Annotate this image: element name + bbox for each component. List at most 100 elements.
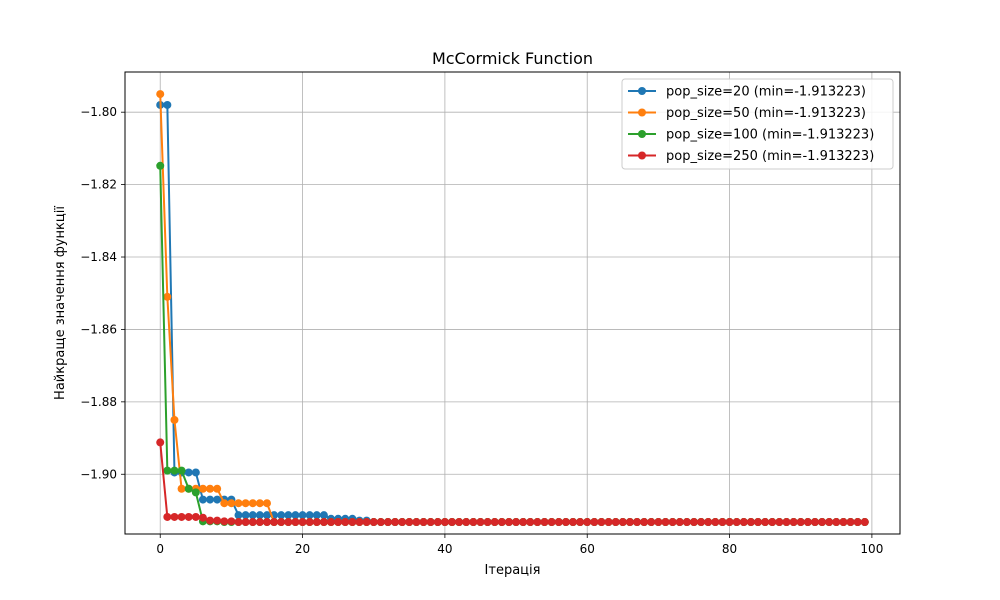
- data-point: [255, 518, 264, 527]
- data-point: [241, 499, 250, 508]
- data-point: [262, 511, 271, 520]
- plot-frame: [124, 71, 901, 535]
- legend-marker: [638, 108, 646, 117]
- legend-marker: [638, 151, 646, 160]
- data-point: [341, 518, 350, 527]
- legend-label: pop_size=50 (min=-1.913223): [666, 106, 866, 121]
- legend-marker: [638, 130, 646, 138]
- axis-ticks: 0 20 40 60 80 100 −1.90 −1.88 −1.86 −1.84 −1.82 −1.…: [80, 105, 883, 556]
- data-point: [540, 518, 549, 527]
- data-point: [177, 484, 186, 493]
- data-point: [526, 518, 535, 527]
- y-axis-label: Найкраще значення функції: [53, 206, 68, 400]
- data-point: [319, 511, 328, 520]
- y-tick-label: −1.86: [80, 322, 117, 336]
- data-point: [312, 511, 321, 520]
- data-point: [184, 468, 193, 477]
- data-point: [568, 518, 577, 527]
- data-point: [284, 511, 293, 520]
- data-point: [198, 495, 207, 504]
- data-point: [262, 518, 271, 527]
- data-point: [213, 516, 222, 525]
- data-point: [483, 518, 492, 527]
- data-point: [547, 518, 556, 527]
- data-point: [754, 518, 763, 527]
- data-point: [170, 512, 179, 521]
- data-point: [633, 518, 642, 527]
- legend-label: pop_size=100 (min=-1.913223): [666, 128, 874, 143]
- data-point: [291, 511, 300, 520]
- data-point: [839, 518, 848, 527]
- data-point: [213, 495, 222, 504]
- data-point: [704, 518, 713, 527]
- data-point: [177, 466, 186, 475]
- data-point: [156, 438, 165, 447]
- data-point: [512, 518, 521, 527]
- data-point: [163, 292, 172, 301]
- series-3: [156, 438, 869, 527]
- data-point: [519, 518, 528, 527]
- data-point: [455, 518, 464, 527]
- data-point: [156, 90, 165, 99]
- y-tick-label: −1.90: [80, 467, 117, 481]
- data-point: [675, 518, 684, 527]
- data-point: [796, 518, 805, 527]
- data-point: [227, 499, 236, 508]
- data-point: [234, 518, 243, 527]
- data-point: [789, 518, 798, 527]
- legend-entry: pop_size=50 (min=-1.913223): [628, 106, 866, 121]
- data-point: [255, 511, 264, 520]
- data-point: [497, 518, 506, 527]
- legend-label: pop_size=20 (min=-1.913223): [666, 85, 866, 100]
- data-point: [291, 518, 300, 527]
- data-point: [618, 518, 627, 527]
- data-point: [163, 512, 172, 521]
- data-point: [462, 518, 471, 527]
- data-point: [383, 518, 392, 527]
- x-tick-label: 80: [722, 542, 737, 556]
- data-point: [440, 518, 449, 527]
- x-tick-label: 20: [295, 542, 310, 556]
- data-point: [697, 518, 706, 527]
- data-point: [334, 518, 343, 527]
- data-point: [825, 518, 834, 527]
- data-point: [298, 518, 307, 527]
- data-point: [640, 518, 649, 527]
- data-point: [241, 511, 250, 520]
- data-point: [554, 518, 563, 527]
- legend-label: pop_size=250 (min=-1.913223): [666, 149, 874, 164]
- data-point: [625, 518, 634, 527]
- data-point: [604, 518, 613, 527]
- data-point: [661, 518, 670, 527]
- data-point: [725, 518, 734, 527]
- data-point: [426, 518, 435, 527]
- data-point: [490, 518, 499, 527]
- data-point: [298, 511, 307, 520]
- data-point: [248, 518, 257, 527]
- data-point: [241, 518, 250, 527]
- data-point: [191, 488, 200, 497]
- data-point: [391, 518, 400, 527]
- data-point: [376, 518, 385, 527]
- data-point: [191, 468, 200, 477]
- data-point: [504, 518, 513, 527]
- data-point: [255, 499, 264, 508]
- data-point: [198, 513, 207, 522]
- data-point: [248, 499, 257, 508]
- data-point: [718, 518, 727, 527]
- legend-box: [621, 78, 894, 170]
- data-point: [668, 518, 677, 527]
- data-point: [305, 518, 314, 527]
- data-point: [576, 518, 585, 527]
- y-tick-label: −1.84: [80, 250, 117, 264]
- data-point: [262, 499, 271, 508]
- x-axis-label: Ітерація: [485, 563, 541, 578]
- data-point: [746, 518, 755, 527]
- data-point: [206, 484, 215, 493]
- data-point: [248, 511, 257, 520]
- data-point: [184, 512, 193, 521]
- data-point: [398, 518, 407, 527]
- data-point: [327, 518, 336, 527]
- data-point: [163, 100, 172, 109]
